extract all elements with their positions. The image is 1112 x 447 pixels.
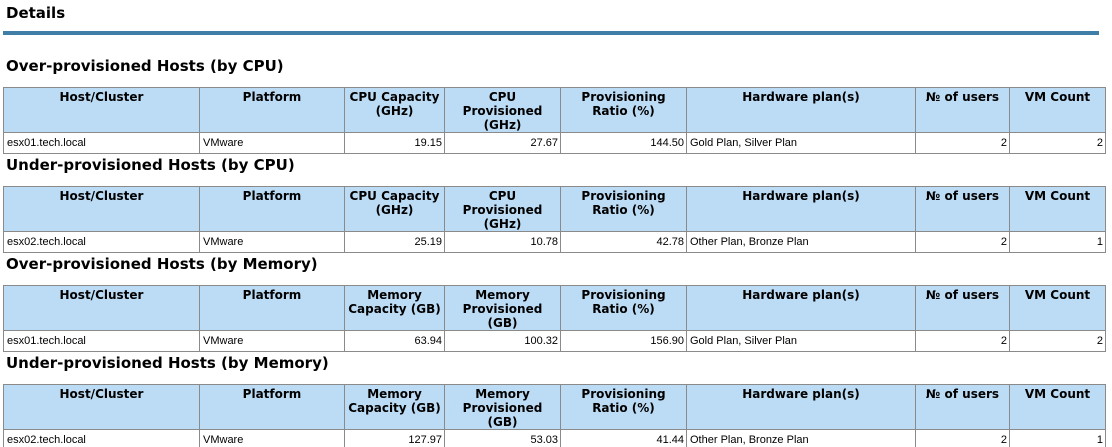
column-header-users[interactable]: № of users bbox=[915, 285, 1010, 331]
table-row[interactable]: esx02.tech.local VMware 25.19 10.78 42.7… bbox=[3, 231, 1106, 253]
cell-provisioned: 27.67 bbox=[444, 132, 561, 154]
cell-plans: Gold Plan, Silver Plan bbox=[686, 132, 916, 154]
table-header-row: Host/Cluster Platform CPU Capacity (GHz)… bbox=[3, 186, 1106, 232]
column-header-users[interactable]: № of users bbox=[915, 186, 1010, 232]
column-header-host[interactable]: Host/Cluster bbox=[3, 87, 200, 133]
cell-capacity: 127.97 bbox=[344, 429, 445, 447]
cell-capacity: 25.19 bbox=[344, 231, 445, 253]
cell-host: esx02.tech.local bbox=[3, 231, 200, 253]
table-header-row: Host/Cluster Platform Memory Capacity (G… bbox=[3, 285, 1106, 331]
cell-users: 2 bbox=[915, 132, 1010, 154]
cell-users: 2 bbox=[915, 231, 1010, 253]
column-header-platform[interactable]: Platform bbox=[199, 186, 345, 232]
column-header-capacity[interactable]: Memory Capacity (GB) bbox=[344, 285, 445, 331]
cell-ratio: 42.78 bbox=[560, 231, 687, 253]
column-header-plans[interactable]: Hardware plan(s) bbox=[686, 87, 916, 133]
cell-provisioned: 100.32 bbox=[444, 330, 561, 352]
cell-vm-count: 2 bbox=[1009, 330, 1106, 352]
section-title-over-memory: Over-provisioned Hosts (by Memory) bbox=[6, 255, 318, 273]
cell-plans: Other Plan, Bronze Plan bbox=[686, 231, 916, 253]
column-header-provisioned[interactable]: CPU Provisioned (GHz) bbox=[444, 186, 561, 232]
under-memory-table: Host/Cluster Platform Memory Capacity (G… bbox=[3, 384, 1106, 447]
cell-platform: VMware bbox=[199, 132, 345, 154]
column-header-platform[interactable]: Platform bbox=[199, 87, 345, 133]
column-header-ratio[interactable]: Provisioning Ratio (%) bbox=[560, 87, 687, 133]
column-header-ratio[interactable]: Provisioning Ratio (%) bbox=[560, 285, 687, 331]
column-header-host[interactable]: Host/Cluster bbox=[3, 186, 200, 232]
table-row[interactable]: esx02.tech.local VMware 127.97 53.03 41.… bbox=[3, 429, 1106, 447]
cell-provisioned: 10.78 bbox=[444, 231, 561, 253]
column-header-vm-count[interactable]: VM Count bbox=[1009, 87, 1106, 133]
page-title: Details bbox=[6, 4, 66, 22]
table-row[interactable]: esx01.tech.local VMware 19.15 27.67 144.… bbox=[3, 132, 1106, 154]
cell-vm-count: 1 bbox=[1009, 231, 1106, 253]
section-title-under-memory: Under-provisioned Hosts (by Memory) bbox=[6, 354, 329, 372]
column-header-plans[interactable]: Hardware plan(s) bbox=[686, 384, 916, 430]
column-header-provisioned[interactable]: Memory Provisioned (GB) bbox=[444, 384, 561, 430]
cell-plans: Other Plan, Bronze Plan bbox=[686, 429, 916, 447]
cell-ratio: 156.90 bbox=[560, 330, 687, 352]
column-header-users[interactable]: № of users bbox=[915, 87, 1010, 133]
column-header-ratio[interactable]: Provisioning Ratio (%) bbox=[560, 384, 687, 430]
table-header-row: Host/Cluster Platform CPU Capacity (GHz)… bbox=[3, 87, 1106, 133]
section-title-over-cpu: Over-provisioned Hosts (by CPU) bbox=[6, 57, 284, 75]
cell-capacity: 19.15 bbox=[344, 132, 445, 154]
cell-host: esx01.tech.local bbox=[3, 330, 200, 352]
column-header-capacity[interactable]: CPU Capacity (GHz) bbox=[344, 87, 445, 133]
cell-plans: Gold Plan, Silver Plan bbox=[686, 330, 916, 352]
cell-platform: VMware bbox=[199, 330, 345, 352]
column-header-ratio[interactable]: Provisioning Ratio (%) bbox=[560, 186, 687, 232]
title-rule bbox=[3, 31, 1099, 35]
column-header-platform[interactable]: Platform bbox=[199, 285, 345, 331]
cell-users: 2 bbox=[915, 429, 1010, 447]
section-title-under-cpu: Under-provisioned Hosts (by CPU) bbox=[6, 156, 295, 174]
column-header-provisioned[interactable]: CPU Provisioned (GHz) bbox=[444, 87, 561, 133]
column-header-capacity[interactable]: Memory Capacity (GB) bbox=[344, 384, 445, 430]
cell-ratio: 41.44 bbox=[560, 429, 687, 447]
cell-ratio: 144.50 bbox=[560, 132, 687, 154]
column-header-vm-count[interactable]: VM Count bbox=[1009, 285, 1106, 331]
column-header-plans[interactable]: Hardware plan(s) bbox=[686, 186, 916, 232]
column-header-host[interactable]: Host/Cluster bbox=[3, 384, 200, 430]
column-header-users[interactable]: № of users bbox=[915, 384, 1010, 430]
cell-capacity: 63.94 bbox=[344, 330, 445, 352]
cell-host: esx02.tech.local bbox=[3, 429, 200, 447]
over-cpu-table: Host/Cluster Platform CPU Capacity (GHz)… bbox=[3, 87, 1106, 154]
cell-vm-count: 2 bbox=[1009, 132, 1106, 154]
column-header-vm-count[interactable]: VM Count bbox=[1009, 384, 1106, 430]
table-header-row: Host/Cluster Platform Memory Capacity (G… bbox=[3, 384, 1106, 430]
over-memory-table: Host/Cluster Platform Memory Capacity (G… bbox=[3, 285, 1106, 352]
column-header-provisioned[interactable]: Memory Provisioned (GB) bbox=[444, 285, 561, 331]
cell-provisioned: 53.03 bbox=[444, 429, 561, 447]
cell-platform: VMware bbox=[199, 429, 345, 447]
column-header-platform[interactable]: Platform bbox=[199, 384, 345, 430]
cell-users: 2 bbox=[915, 330, 1010, 352]
column-header-plans[interactable]: Hardware plan(s) bbox=[686, 285, 916, 331]
column-header-host[interactable]: Host/Cluster bbox=[3, 285, 200, 331]
cell-platform: VMware bbox=[199, 231, 345, 253]
cell-vm-count: 1 bbox=[1009, 429, 1106, 447]
column-header-capacity[interactable]: CPU Capacity (GHz) bbox=[344, 186, 445, 232]
under-cpu-table: Host/Cluster Platform CPU Capacity (GHz)… bbox=[3, 186, 1106, 253]
column-header-vm-count[interactable]: VM Count bbox=[1009, 186, 1106, 232]
table-row[interactable]: esx01.tech.local VMware 63.94 100.32 156… bbox=[3, 330, 1106, 352]
cell-host: esx01.tech.local bbox=[3, 132, 200, 154]
